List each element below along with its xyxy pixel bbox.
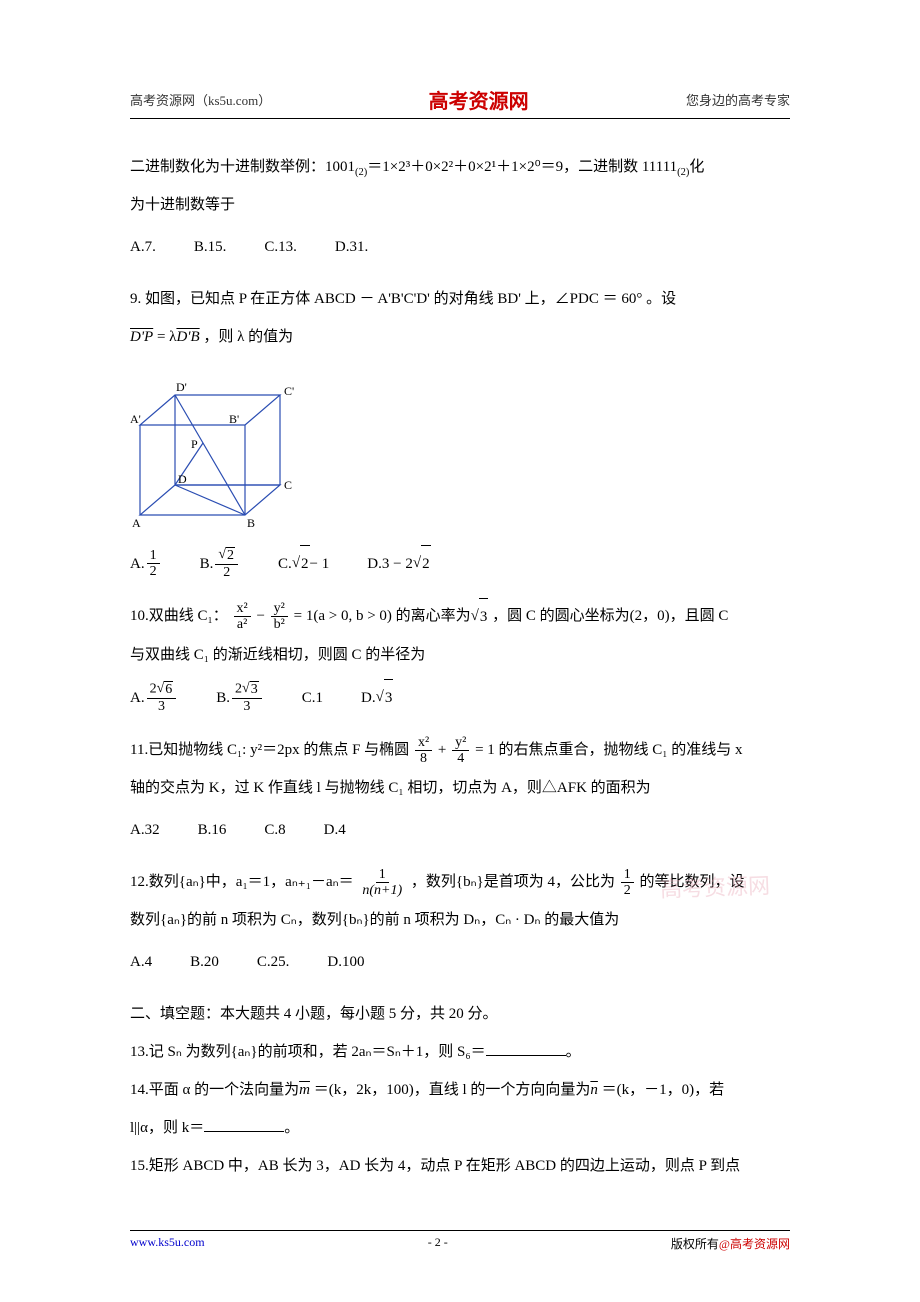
q12-line2: 数列{aₙ}的前 n 项积为 Cₙ，数列{bₙ}的前 n 项积为 Dₙ，Cₙ ·… [130, 902, 790, 938]
header-right: 您身边的高考专家 [686, 90, 790, 109]
choice-a: A.7. [130, 229, 156, 265]
q8-text3: 化 [689, 159, 704, 175]
choice-d: D.3 − 22 [367, 545, 430, 582]
label-d1: D' [176, 380, 187, 394]
q8-line2: 为十进制数等于 [130, 187, 790, 223]
subscript: (2) [355, 167, 367, 178]
cube-diagram: A B C D A' B' C' D' P [130, 365, 320, 530]
q9-eq: = λ [153, 329, 176, 345]
q8-choices: A.7. B.15. C.13. D.31. [130, 229, 790, 265]
q10-line1: 10.双曲线 C₁： x²a² − y²b² = 1(a > 0, b > 0)… [130, 598, 790, 635]
q8-text: 二进制数化为十进制数举例：1001 [130, 159, 355, 175]
q15-line1: 15.矩形 ABCD 中，AB 长为 3，AD 长为 4，动点 P 在矩形 AB… [130, 1148, 790, 1184]
choice-d: D.4 [324, 812, 346, 848]
choice-a: A.12 [130, 546, 162, 582]
vector-n: n [590, 1082, 598, 1098]
choice-c: C.1 [302, 680, 323, 716]
footer-left: www.ks5u.com [130, 1235, 205, 1252]
q9-choices: A.12 B. 22 C.2 − 1 D.3 − 22 [130, 545, 790, 582]
choice-d: D.100 [327, 944, 364, 980]
q12-choices: A.4 B.20 C.25. D.100 [130, 944, 790, 980]
q10-line2: 与双曲线 C₁ 的渐近线相切，则圆 C 的半径为 [130, 637, 790, 673]
choice-c: C.2 − 1 [278, 545, 329, 582]
choice-c: C.25. [257, 944, 290, 980]
choice-b: B.15. [194, 229, 227, 265]
page-header: 高考资源网（ks5u.com） 高考资源网 您身边的高考专家 [130, 85, 790, 119]
label-a: A [132, 516, 141, 530]
choice-a: A.32 [130, 812, 160, 848]
label-c1: C' [284, 384, 294, 398]
label-a1: A' [130, 412, 141, 426]
choice-b: B. 22 [200, 546, 240, 582]
footer-center: - 2 - [428, 1235, 448, 1252]
q8-line1: 二进制数化为十进制数举例：1001(2)＝1×2³＋0×2²＋0×2¹＋1×2⁰… [130, 149, 790, 185]
page-footer: www.ks5u.com - 2 - 版权所有@高考资源网 [130, 1230, 790, 1252]
q11-choices: A.32 B.16 C.8 D.4 [130, 812, 790, 848]
q11-line1: 11.已知抛物线 C₁: y²＝2px 的焦点 F 与椭圆 x²8 + y²4 … [130, 732, 790, 768]
label-d: D [178, 472, 187, 486]
q9-line1: 9. 如图，已知点 P 在正方体 ABCD － A'B'C'D' 的对角线 BD… [130, 281, 790, 317]
choice-d: D.3 [361, 679, 393, 716]
choice-c: C.8 [264, 812, 285, 848]
q9-line2: D'P = λD'B ，则 λ 的值为 [130, 319, 790, 355]
label-b: B [247, 516, 255, 530]
choice-b: B. 233 [216, 680, 263, 716]
blank [204, 1117, 284, 1132]
choice-a: A.4 [130, 944, 152, 980]
subscript: (2) [677, 167, 689, 178]
section2-heading: 二、填空题：本大题共 4 小题，每小题 5 分，共 20 分。 [130, 996, 790, 1032]
vector-dp: D'P [130, 329, 153, 345]
header-center: 高考资源网 [429, 85, 529, 114]
q8-text2: ＝1×2³＋0×2²＋0×2¹＋1×2⁰＝9，二进制数 11111 [367, 159, 677, 175]
q13: 13.记 Sₙ 为数列{aₙ}的前项和，若 2aₙ＝Sₙ＋1，则 S₆＝。 [130, 1034, 790, 1070]
label-p: P [191, 437, 198, 451]
label-c: C [284, 478, 292, 492]
header-left: 高考资源网（ks5u.com） [130, 90, 271, 109]
watermark: 高考资源网 [659, 868, 770, 904]
q14-line2: l||α，则 k＝。 [130, 1110, 790, 1146]
label-b1: B' [229, 412, 239, 426]
vector-m: m [299, 1082, 310, 1098]
choice-a: A. 263 [130, 680, 178, 716]
vector-db: D'B [176, 329, 199, 345]
q10-choices: A. 263 B. 233 C.1 D.3 [130, 679, 790, 716]
choice-b: B.16 [198, 812, 227, 848]
choice-b: B.20 [190, 944, 219, 980]
choice-c: C.13. [264, 229, 297, 265]
q11-line2: 轴的交点为 K，过 K 作直线 l 与抛物线 C₁ 相切，切点为 A，则△AFK… [130, 770, 790, 806]
q9-tail: ，则 λ 的值为 [200, 329, 294, 345]
footer-right: 版权所有@高考资源网 [671, 1235, 790, 1252]
blank [486, 1041, 566, 1056]
choice-d: D.31. [335, 229, 368, 265]
q14-line1: 14.平面 α 的一个法向量为m ＝(k，2k，100)，直线 l 的一个方向向… [130, 1072, 790, 1108]
